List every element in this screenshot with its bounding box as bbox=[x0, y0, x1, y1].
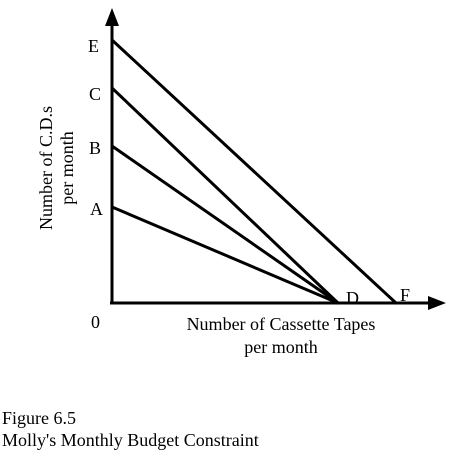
x-axis-label-line1: Number of Cassette Tapes bbox=[187, 314, 376, 334]
y-axis-label-line2: per month bbox=[57, 131, 77, 205]
figure-title: Molly's Monthly Budget Constraint bbox=[2, 430, 259, 450]
point-label-c: C bbox=[89, 84, 101, 104]
y-axis-label-line1: Number of C.D.s bbox=[36, 106, 56, 230]
x-axis-label-line2: per month bbox=[244, 337, 318, 357]
y-axis-arrowhead bbox=[105, 8, 119, 26]
figure-number: Figure 6.5 bbox=[2, 408, 76, 428]
constraint-line-cd bbox=[110, 86, 340, 305]
point-label-d: D bbox=[346, 288, 359, 308]
constraint-line-ad bbox=[110, 205, 340, 305]
constraint-line-ef bbox=[110, 38, 398, 305]
x-axis-arrowhead bbox=[428, 296, 446, 310]
constraint-line-bd bbox=[110, 144, 340, 305]
point-label-e: E bbox=[88, 36, 99, 56]
point-label-a: A bbox=[90, 199, 103, 219]
constraint-lines bbox=[110, 38, 398, 305]
point-label-b: B bbox=[89, 138, 101, 158]
point-label-f: F bbox=[400, 285, 410, 305]
origin-label: 0 bbox=[91, 312, 100, 332]
